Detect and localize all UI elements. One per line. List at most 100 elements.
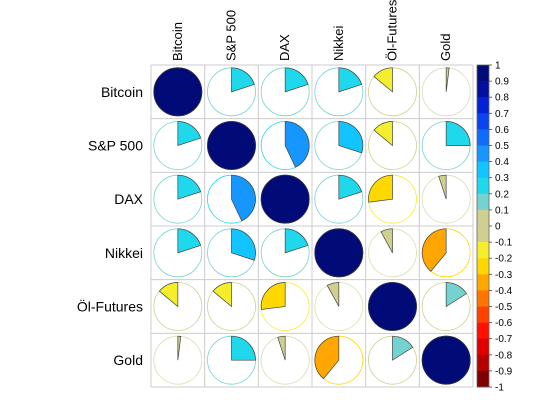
row-label: DAX <box>114 191 143 207</box>
colorbar-segment <box>477 145 489 162</box>
colorbar: 1 0.9 0.8 0.7 0.6 0.5 0.4 0.3 0.2 0.1 0 -0.1 -0.2 -0.… <box>476 61 513 394</box>
colorbar-tick-label: 1 <box>495 61 501 72</box>
colorbar-tick-label: -0.4 <box>495 286 513 297</box>
pie-cell <box>314 67 364 117</box>
colorbar-segment <box>477 258 489 275</box>
pie-wedge <box>260 174 310 224</box>
pie-wedge <box>284 228 309 254</box>
row-label: S&P 500 <box>88 138 143 154</box>
pie-cell <box>368 174 417 224</box>
colorbar-segment <box>477 81 489 98</box>
colorbar-segment <box>477 290 489 307</box>
grid-lines <box>150 64 474 388</box>
pie-cell <box>153 121 203 170</box>
colorbar-tick-label: -0.8 <box>495 350 513 361</box>
colorbar-tick-label: -1 <box>495 383 504 394</box>
pie-cell <box>153 67 203 117</box>
pie-cell <box>368 335 417 385</box>
pie-cell <box>421 282 471 331</box>
pie-wedge <box>231 228 256 261</box>
row-label: Nikkei <box>105 245 143 261</box>
pie-cell <box>153 228 203 278</box>
pie-cell <box>207 282 256 331</box>
pie-wedge <box>153 67 203 117</box>
pie-wedge <box>380 228 393 254</box>
pie-cell <box>207 335 256 385</box>
pie-wedge <box>212 282 232 308</box>
column-label: Gold <box>438 34 453 61</box>
colorbar-segment <box>477 274 489 291</box>
colorbar-segment <box>477 177 489 195</box>
colorbar-tick-label: 0.2 <box>495 189 509 200</box>
pie-cells <box>153 67 471 385</box>
pie-wedge <box>421 335 471 385</box>
pie-wedge <box>207 121 256 170</box>
pie-cell <box>314 121 364 170</box>
row-label: Gold <box>113 352 143 368</box>
pie-cell <box>153 335 203 385</box>
pie-cell <box>260 67 310 117</box>
pie-wedge <box>277 335 286 361</box>
pie-wedge <box>338 121 364 154</box>
colorbar-segment <box>477 129 489 146</box>
pie-wedge <box>314 335 340 380</box>
row-label: Bitcoin <box>101 84 143 100</box>
column-label: Nikkei <box>331 25 346 61</box>
pie-cell <box>421 335 471 385</box>
column-labels: Bitcoin S&P 500 DAX Nikkei Öl-Futures Gold <box>170 0 453 61</box>
column-label: Bitcoin <box>170 22 185 61</box>
pie-cell <box>260 121 310 170</box>
pie-wedge <box>177 174 202 200</box>
pie-cell <box>421 67 471 117</box>
row-labels: Bitcoin S&P 500 DAX Nikkei Öl-Futures Gold <box>77 84 144 368</box>
pie-cell <box>314 282 364 331</box>
pie-wedge <box>445 67 450 92</box>
pie-wedge <box>373 67 393 93</box>
pie-wedge <box>158 282 179 308</box>
pie-wedge <box>314 228 364 278</box>
pie-wedge <box>260 282 286 310</box>
pie-wedge <box>445 282 467 308</box>
column-label: S&P 500 <box>224 10 239 61</box>
pie-cell <box>260 335 310 385</box>
colorbar-segment <box>477 97 489 114</box>
colorbar-tick-label: -0.9 <box>495 366 513 377</box>
colorbar-tick-label: 0.6 <box>495 125 509 136</box>
pie-cell <box>368 228 417 278</box>
colorbar-segment <box>477 242 489 259</box>
pie-wedge <box>177 335 182 361</box>
pie-wedge <box>373 121 393 147</box>
pie-wedge <box>438 174 447 200</box>
colorbar-tick-label: -0.3 <box>495 270 513 281</box>
colorbar-tick-label: -0.2 <box>495 254 513 265</box>
pie-wedge <box>445 121 471 146</box>
pie-wedge <box>284 121 310 168</box>
pie-cell <box>421 121 471 170</box>
pie-cell <box>207 228 256 278</box>
pie-wedge <box>231 335 256 361</box>
pie-wedge <box>177 121 202 146</box>
colorbar-segment <box>477 209 489 227</box>
colorbar-tick-label: 0.4 <box>495 157 509 168</box>
colorbar-segment <box>477 193 489 211</box>
pie-cell <box>368 282 417 331</box>
pie-wedge <box>392 335 414 361</box>
pie-wedge <box>368 174 393 203</box>
pie-wedge <box>338 67 363 93</box>
pie-wedge <box>326 282 340 307</box>
column-label: DAX <box>277 34 292 61</box>
pie-cell <box>314 228 364 278</box>
colorbar-tick-label: -0.7 <box>495 334 513 345</box>
colorbar-segment <box>477 354 489 372</box>
pie-wedge <box>338 174 363 200</box>
pie-cell <box>421 174 471 224</box>
pie-cell <box>153 174 203 224</box>
pie-wedge <box>231 67 255 93</box>
pie-wedge <box>284 67 309 93</box>
colorbar-segment <box>477 338 489 356</box>
colorbar-segment <box>477 113 489 130</box>
colorbar-segment <box>477 161 489 178</box>
colorbar-tick-label: 0.1 <box>495 205 509 216</box>
pie-cell <box>314 174 364 224</box>
colorbar-tick-label: -0.1 <box>495 238 513 249</box>
